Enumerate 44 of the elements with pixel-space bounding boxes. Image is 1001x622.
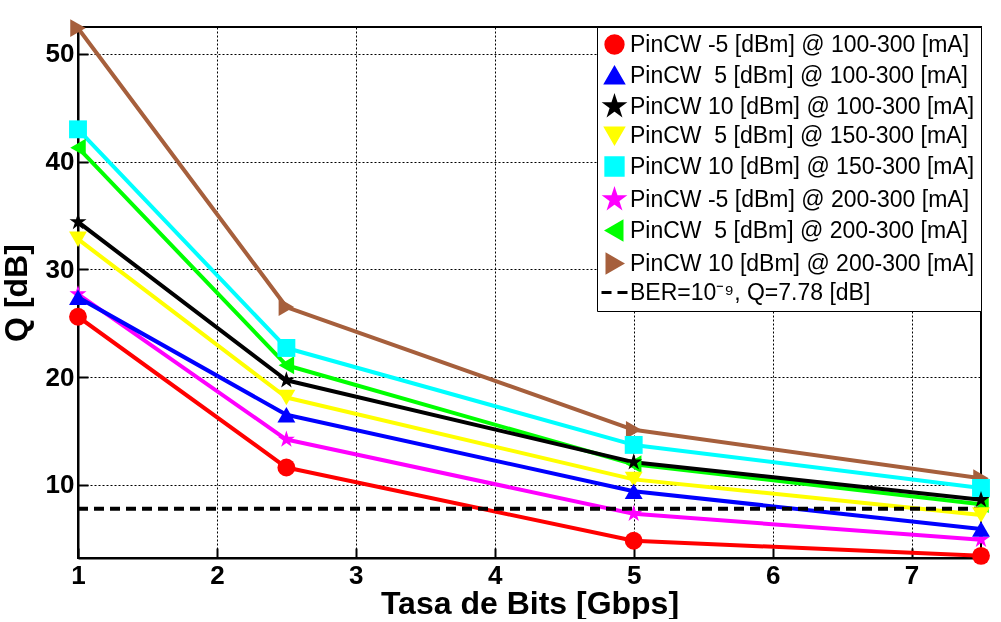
- y-tick-label: 50: [45, 38, 75, 69]
- point: [972, 507, 990, 523]
- legend-label: PinCW 5 [dBm] @ 200-300 [mA]: [630, 216, 968, 243]
- point: [277, 371, 295, 388]
- y-tick-label: 10: [45, 469, 75, 500]
- x-tick-label: 2: [210, 559, 225, 590]
- point: [70, 19, 86, 38]
- legend-label: PinCW -5 [dBm] @ 100-300 [mA]: [630, 30, 970, 57]
- legend-label: PinCW 10 [dBm] @ 100-300 [mA]: [630, 92, 975, 119]
- x-tick-label: 1: [71, 559, 86, 590]
- point: [972, 521, 990, 537]
- y-tick-label: 30: [45, 253, 75, 284]
- point: [69, 289, 87, 306]
- y-tick-label: 20: [45, 361, 75, 392]
- x-tick-label: 6: [765, 559, 781, 590]
- point: [278, 356, 295, 375]
- point: [972, 490, 990, 508]
- point: [624, 471, 643, 488]
- legend-label: PinCW 10 [dBm] @ 150-300 [mA]: [630, 152, 975, 179]
- point: [69, 307, 87, 326]
- legend-label: BER=10⁻⁹, Q=7.78 [dB]: [630, 278, 871, 305]
- point: [277, 407, 296, 423]
- point: [69, 120, 87, 139]
- legend-label: PinCW 5 [dBm] @ 100-300 [mA]: [630, 61, 968, 88]
- legend-label: PinCW -5 [dBm] @ 200-300 [mA]: [630, 185, 970, 212]
- point: [277, 339, 296, 357]
- point: [972, 546, 990, 565]
- legend-label: PinCW 5 [dBm] @ 150-300 [mA]: [630, 121, 968, 148]
- x-tick-label: 5: [626, 559, 642, 590]
- point: [624, 483, 643, 499]
- point: [277, 389, 296, 406]
- point: [624, 435, 643, 454]
- legend-label: PinCW 10 [dBm] @ 200-300 [mA]: [630, 249, 975, 276]
- x-tick-label: 7: [904, 559, 920, 590]
- point: [972, 479, 990, 497]
- x-tick-label: 3: [349, 559, 364, 590]
- y-tick-label: 40: [45, 146, 75, 177]
- y-axis-title: Q [dB]: [0, 244, 34, 342]
- x-tick-label: 4: [488, 559, 504, 590]
- point: [278, 298, 295, 316]
- point: [277, 430, 295, 447]
- point: [69, 231, 87, 247]
- point: [277, 458, 296, 477]
- point: [624, 531, 643, 550]
